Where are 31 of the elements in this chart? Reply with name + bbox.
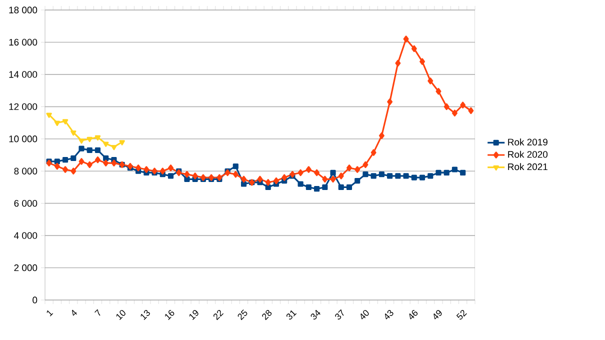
y-tick-label: 10 000 xyxy=(9,136,38,142)
legend-label: Rok 2019 xyxy=(508,138,548,146)
x-tick-label: 16 xyxy=(165,310,174,320)
y-tick-label: 0 xyxy=(32,296,38,304)
legend-label: Rok 2021 xyxy=(508,163,548,170)
x-tick-label: 52 xyxy=(456,310,467,320)
x-tick-label: 49 xyxy=(434,310,442,320)
x-tick-label: 4 xyxy=(72,310,77,316)
x-tick-label: 46 xyxy=(409,310,418,320)
x-tick-label: 7 xyxy=(94,309,100,316)
x-tick-label: 34 xyxy=(310,310,320,320)
y-tick-label: 8 000 xyxy=(14,168,38,174)
x-tick-label: 37 xyxy=(335,309,344,320)
y-tick-label: 18 000 xyxy=(9,6,38,14)
x-tick-label: 1 xyxy=(46,310,54,316)
y-tick-label: 4 000 xyxy=(14,232,38,239)
x-tick-label: 10 xyxy=(116,310,126,320)
x-tick-label: 40 xyxy=(360,310,369,320)
x-tick-label: 22 xyxy=(213,310,224,320)
x-tick-label: 28 xyxy=(262,310,272,320)
y-tick-label: 2 000 xyxy=(14,264,38,272)
x-tick-label: 43 xyxy=(384,310,394,320)
x-tick-label: 25 xyxy=(238,310,248,320)
x-tick-label: 31 xyxy=(286,310,297,320)
y-tick-label: 14 000 xyxy=(9,71,38,78)
legend-label: Rok 2020 xyxy=(508,150,548,158)
x-tick-label: 19 xyxy=(189,310,198,320)
y-tick-label: 6 000 xyxy=(14,200,38,207)
y-tick-label: 12 000 xyxy=(9,103,38,110)
x-tick-label: 13 xyxy=(140,310,150,320)
y-tick-label: 16 000 xyxy=(9,38,38,46)
